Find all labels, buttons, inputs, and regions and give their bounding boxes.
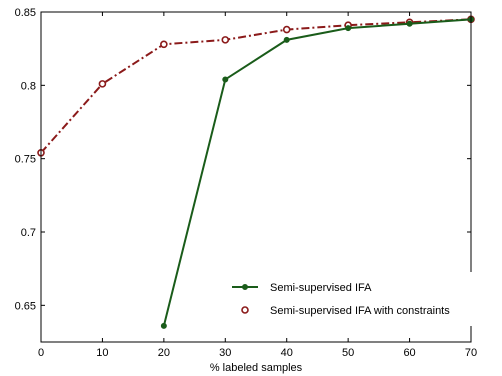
x-tick-label: 60 [403,347,415,359]
series-line [40,18,472,154]
plot-frame [40,11,472,343]
y-tick-label: 0.75 [15,154,36,166]
x-tick-label: 0 [38,347,44,359]
x-tick-label: 70 [465,347,477,359]
data-point [98,80,107,88]
x-tick-label: 10 [96,347,108,359]
series-line [162,18,472,327]
y-tick-label: 0.8 [21,80,36,92]
data-point [160,322,167,329]
legend-box [224,272,494,326]
y-tick-label: 0.65 [15,300,36,312]
y-tick-label: 0.7 [21,227,36,239]
series-layer [37,15,475,329]
data-point [282,25,291,34]
x-tick-label: 20 [158,347,170,359]
ticks-layer: 0 10 20 30 40 50 60 70 0.65 0.7 0.75 0.8 0.85 [15,7,478,359]
data-point [221,36,230,44]
y-tick-label: 0.85 [15,7,36,19]
x-tick-label: 50 [342,347,354,359]
data-point [283,36,290,43]
x-tick-label: 40 [281,347,293,359]
legend-label: Semi-supervised IFA [270,282,372,294]
legend: Semi-supervised IFA Semi-supervised IFA w… [224,272,494,326]
data-point [222,76,229,83]
x-tick-label: 30 [219,347,231,359]
data-point [406,20,413,27]
data-point [345,25,352,32]
legend-label: Semi-supervised IFA with constraints [270,305,450,317]
x-axis-label: % labeled samples [210,362,303,374]
legend-marker [242,284,248,290]
legend-marker [241,306,249,314]
data-point [160,40,168,49]
